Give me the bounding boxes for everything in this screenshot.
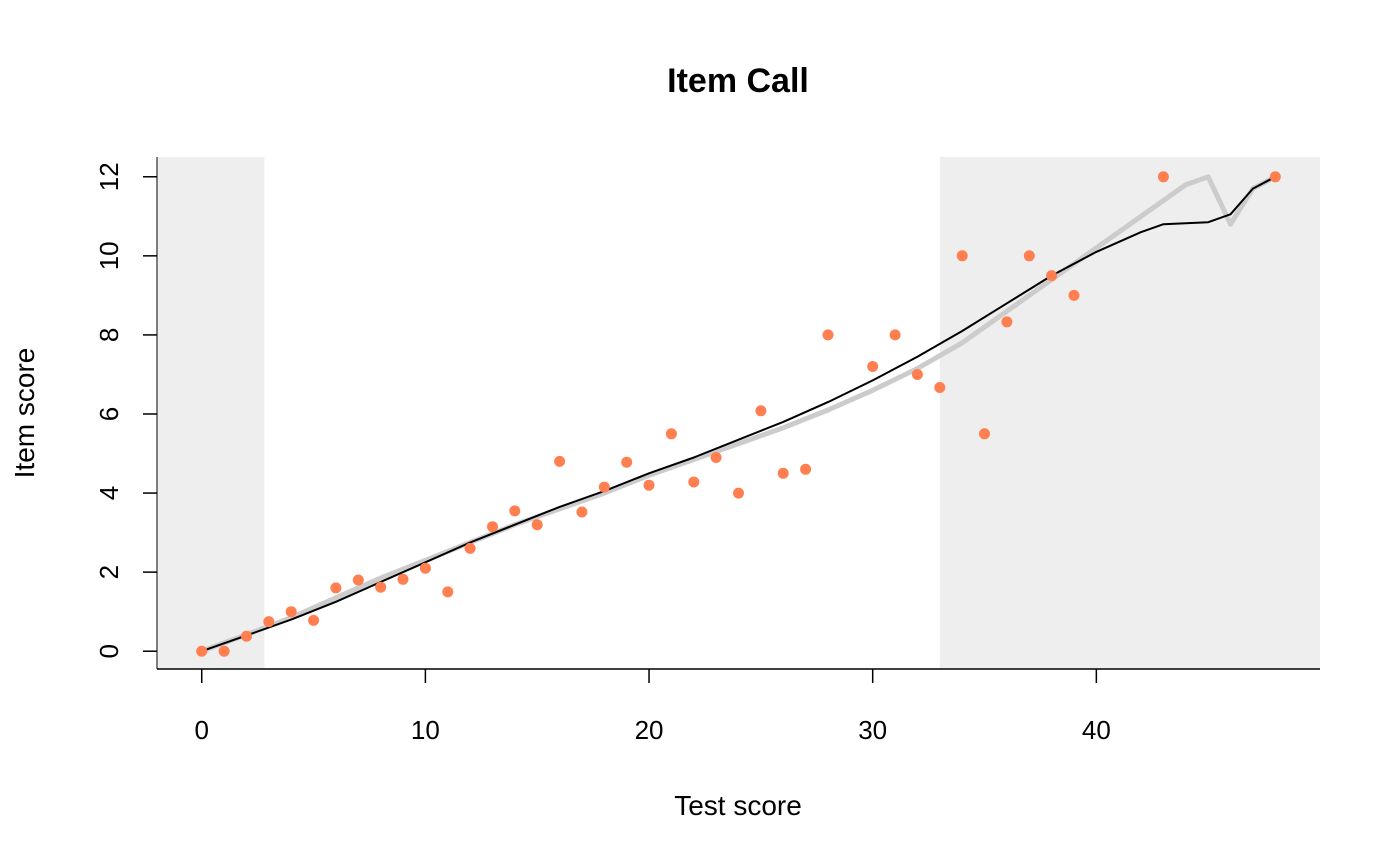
shaded-region-0 <box>157 157 265 669</box>
data-point <box>285 606 297 618</box>
data-point <box>330 582 342 594</box>
data-points <box>196 171 1281 657</box>
data-point <box>934 382 946 393</box>
data-point <box>822 329 834 341</box>
data-point <box>397 573 409 585</box>
y-tick-label: 4 <box>94 486 124 500</box>
data-point <box>576 506 588 518</box>
data-point <box>1046 270 1058 282</box>
data-point <box>911 369 923 380</box>
data-point <box>531 519 543 531</box>
x-tick-label: 30 <box>858 715 887 745</box>
data-point <box>688 476 700 488</box>
x-axis-title: Test score <box>674 790 802 821</box>
data-point <box>598 481 610 493</box>
y-tick-label: 6 <box>94 407 124 421</box>
data-point <box>442 586 454 598</box>
y-tick-label: 8 <box>94 328 124 342</box>
data-point <box>554 455 566 467</box>
data-point <box>800 463 812 475</box>
data-point <box>308 614 320 626</box>
chart-title: Item Call <box>667 62 809 100</box>
x-tick-label: 10 <box>411 715 440 745</box>
y-axis-title: Item score <box>9 348 40 479</box>
data-point <box>1157 171 1169 183</box>
y-tick-label: 10 <box>94 241 124 270</box>
data-point <box>1023 250 1035 262</box>
data-point <box>1269 171 1281 183</box>
data-point <box>621 456 633 468</box>
y-tick-label: 2 <box>94 565 124 579</box>
axes: 0 10 20 30 40 0 2 4 6 8 10 12 <box>94 157 1320 745</box>
data-point <box>643 479 655 491</box>
data-point <box>464 542 476 554</box>
data-point <box>956 250 968 262</box>
data-point <box>509 505 521 517</box>
data-point <box>867 361 879 372</box>
shaded-regions <box>157 157 1320 669</box>
data-point <box>733 487 744 499</box>
x-tick-label: 0 <box>194 715 208 745</box>
data-point <box>1001 316 1013 328</box>
data-point <box>777 467 789 479</box>
data-point <box>196 645 208 657</box>
data-point <box>665 428 677 440</box>
data-point <box>241 630 252 642</box>
fit-lines <box>199 174 1278 654</box>
x-tick-label: 40 <box>1082 715 1111 745</box>
data-point <box>352 574 364 586</box>
data-point <box>1068 289 1080 301</box>
data-point <box>419 562 431 574</box>
data-point <box>218 645 230 657</box>
data-point <box>979 428 990 440</box>
data-point <box>263 616 275 628</box>
data-point <box>755 405 767 417</box>
y-tick-label: 12 <box>94 162 124 191</box>
data-point <box>889 329 901 341</box>
data-point <box>487 521 498 533</box>
data-point <box>375 581 387 593</box>
x-tick-label: 20 <box>635 715 664 745</box>
data-point <box>710 452 722 463</box>
smoothed-line <box>199 174 1278 654</box>
y-tick-label: 0 <box>94 644 124 658</box>
model-line <box>200 175 1277 653</box>
shaded-region-1 <box>939 157 1320 669</box>
